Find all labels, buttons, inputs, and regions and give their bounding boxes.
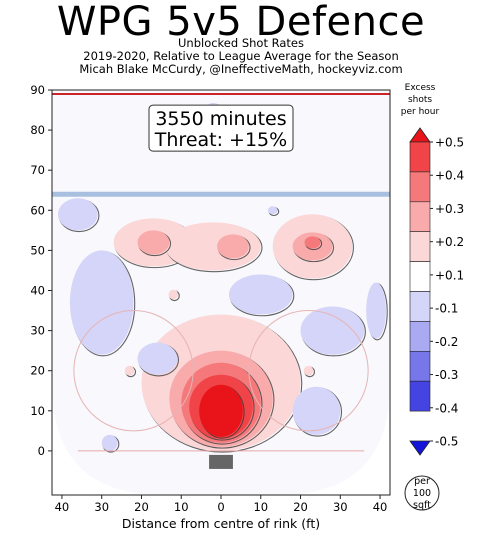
chart-subtitle-line-2: 2019-2020, Relative to League Average fo… (83, 49, 399, 63)
y-tick-label: 40 (30, 283, 45, 297)
minutes-label: 3550 minutes (155, 108, 286, 130)
contour-region (124, 365, 135, 376)
y-tick-label: 0 (38, 444, 45, 458)
annotation-box: 3550 minutes Threat: +15% (148, 104, 294, 152)
contour-region (303, 365, 314, 376)
x-tick-label: 10 (253, 500, 268, 514)
faceoff-circle (73, 310, 194, 432)
colorbar-segment (409, 380, 431, 412)
colorbar-label: -0.1 (435, 302, 458, 316)
x-tick-label: 30 (333, 500, 348, 514)
contour-region (69, 250, 134, 355)
colorbar-top-arrow (409, 127, 431, 143)
goal-net (209, 454, 233, 469)
colorbar-bottom-arrow (409, 440, 431, 456)
x-tick-label: 40 (373, 500, 388, 514)
unit-badge: per 100 sqft (404, 475, 440, 511)
colorbar-segment (409, 291, 431, 322)
y-tick-label: 70 (30, 163, 45, 177)
x-tick-label: 40 (55, 500, 70, 514)
contour-region (137, 230, 170, 255)
colorbar-segment (409, 350, 431, 382)
faceoff-circle (248, 310, 369, 432)
x-tick-label: 20 (293, 500, 308, 514)
colorbar-title-line-3: per hour (401, 107, 440, 117)
colorbar-segment (409, 201, 431, 233)
y-tick-label: 50 (30, 243, 45, 257)
contour-region (267, 206, 278, 215)
chart-title: WPG 5v5 Defence (56, 0, 426, 45)
plot-area (51, 89, 391, 496)
colorbar-label: +0.4 (435, 169, 464, 183)
colorbar-labels: +0.5 +0.4 +0.3 +0.2 +0.1 -0.1 -0.2 -0.3 -0.4 -0.5 (430, 136, 464, 449)
colorbar-label: +0.1 (435, 268, 464, 282)
y-tick-label: 10 (30, 404, 45, 418)
colorbar-label: +0.2 (435, 235, 464, 249)
x-tick-label: 0 (217, 500, 224, 514)
contour-region (217, 234, 249, 259)
contour-region (228, 274, 293, 315)
colorbar-segment (409, 141, 431, 173)
contour-region (168, 289, 179, 300)
unit-line-2: 100 (413, 488, 431, 499)
x-tick-label: 20 (134, 500, 149, 514)
contour-region (101, 434, 118, 451)
x-tick-label: 30 (94, 500, 109, 514)
threat-label: Threat: +15% (154, 129, 287, 151)
colorbar-label: -0.5 (435, 435, 458, 449)
y-tick-label: 30 (30, 324, 45, 338)
contour-region (292, 386, 341, 435)
colorbar-label: -0.4 (435, 401, 458, 415)
chart-subtitle-line-1: Unblocked Shot Rates (178, 36, 304, 50)
contour-region (304, 236, 321, 249)
contour-region (199, 384, 243, 437)
y-tick-label: 20 (30, 364, 45, 378)
contour-regions (57, 102, 388, 453)
y-axis: 0 10 20 30 40 50 60 70 80 90 (30, 83, 52, 458)
colorbar-label: +0.3 (435, 202, 464, 216)
y-tick-label: 80 (30, 123, 45, 137)
x-tick-label: 10 (174, 500, 189, 514)
contour-region (137, 342, 178, 375)
colorbar-title-line-1: Excess (405, 83, 436, 93)
colorbar-segment (409, 261, 431, 292)
contour-region (57, 198, 98, 231)
colorbar-label: -0.3 (435, 368, 458, 382)
unit-line-1: per (414, 476, 430, 487)
colorbar-segments (409, 127, 431, 456)
rink-markings (52, 93, 390, 469)
chart-subtitle-line-3: Micah Blake McCurdy, @IneffectiveMath, h… (79, 62, 403, 76)
colorbar-label: +0.5 (435, 136, 464, 150)
contour-region (300, 306, 365, 355)
y-tick-label: 90 (30, 83, 45, 97)
colorbar: Excess shots per hour +0.5+0.4+0.3+0.2+0… (401, 83, 464, 456)
y-tick-label: 60 (30, 203, 45, 217)
x-axis: 40 30 20 10 0 10 20 30 40 (55, 495, 388, 514)
colorbar-segment (409, 321, 431, 352)
x-axis-label: Distance from centre of rink (ft) (122, 516, 320, 531)
colorbar-segment (409, 171, 431, 203)
colorbar-label: -0.2 (435, 335, 458, 349)
contour-region (165, 222, 261, 271)
colorbar-segment (409, 231, 431, 262)
contour-region (366, 282, 387, 339)
unit-line-3: sqft (413, 500, 431, 511)
colorbar-title-line-2: shots (408, 95, 432, 105)
